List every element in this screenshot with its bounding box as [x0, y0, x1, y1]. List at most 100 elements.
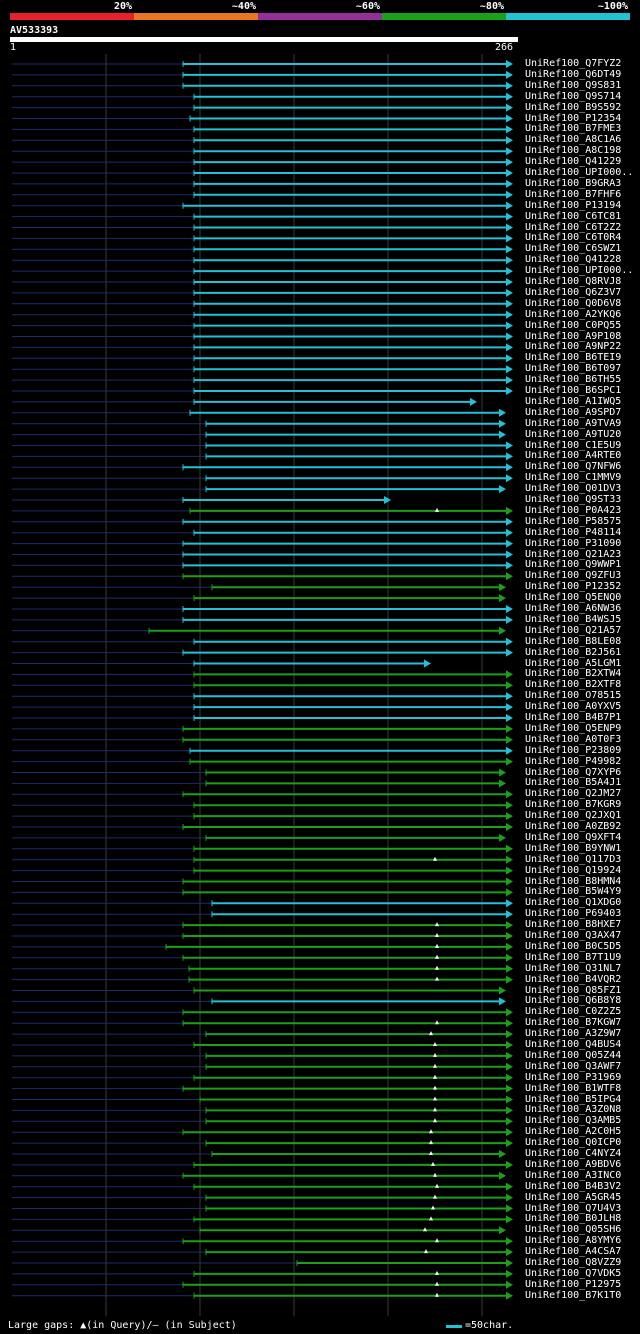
hit-label[interactable]: UniRef100_A9TVA9 [525, 417, 622, 429]
hit-label[interactable]: UniRef100_Q5ENP9 [525, 722, 622, 734]
hit-label[interactable]: UniRef100_C6T2Z2 [525, 221, 622, 233]
hit-label[interactable]: UniRef100_A9TU20 [525, 428, 622, 440]
hit-label[interactable]: UniRef100_Q7VDK5 [525, 1267, 622, 1279]
hit-label[interactable]: UniRef100_Q05SH6 [525, 1224, 622, 1236]
hit-label[interactable]: UniRef100_B4B7P1 [525, 712, 622, 723]
hit-label[interactable]: UniRef100_A9P108 [525, 330, 622, 342]
hit-label[interactable]: UniRef100_B9YNW1 [525, 842, 622, 854]
hit-label[interactable]: UniRef100_Q3AWF7 [525, 1060, 622, 1072]
hit-label[interactable]: UniRef100_A0YXV5 [525, 701, 622, 713]
hit-label[interactable]: UniRef100_A5GR45 [525, 1191, 622, 1203]
hit-label[interactable]: UniRef100_P23809 [525, 744, 622, 756]
hit-label[interactable]: UniRef100_B5A4J1 [525, 777, 622, 789]
hit-label[interactable]: UniRef100_B2XTF8 [525, 679, 622, 691]
hit-label[interactable]: UniRef100_A6NW36 [525, 603, 622, 614]
hit-label[interactable]: UniRef100_B8LE08 [525, 635, 622, 647]
hit-label[interactable]: UniRef100_B4WSJ5 [525, 613, 622, 625]
hit-label[interactable]: UniRef100_Q9ZFU3 [525, 570, 622, 582]
hit-label[interactable]: UniRef100_A4CSA7 [525, 1246, 622, 1258]
hit-label[interactable]: UniRef100_A8C1A6 [525, 134, 622, 146]
hit-label[interactable]: UniRef100_Q21A23 [525, 548, 622, 560]
hit-label[interactable]: UniRef100_Q117D3 [525, 853, 622, 865]
hit-label[interactable]: UniRef100_Q41229 [525, 156, 622, 168]
hit-label[interactable]: UniRef100_B6T097 [525, 363, 622, 375]
hit-label[interactable]: UniRef100_A4RTE0 [525, 450, 622, 462]
hit-label[interactable]: UniRef100_B6TEI9 [525, 352, 622, 364]
hit-label[interactable]: UniRef100_Q0D6V8 [525, 297, 622, 309]
hit-label[interactable]: UniRef100_Q6B8Y8 [525, 995, 622, 1007]
hit-label[interactable]: UniRef100_A5LGM1 [525, 657, 622, 669]
hit-label[interactable]: UniRef100_A1IWQ5 [525, 395, 622, 407]
hit-label[interactable]: UniRef100_B8HXE7 [525, 919, 622, 931]
hit-label[interactable]: UniRef100_A9SPD7 [525, 406, 622, 418]
hit-label[interactable]: UniRef100_P12352 [525, 581, 622, 593]
hit-label[interactable]: UniRef100_UPI000.. [525, 265, 634, 277]
hit-label[interactable]: UniRef100_A8YMY6 [525, 1235, 622, 1247]
hit-label[interactable]: UniRef100_Q7NFW6 [525, 461, 622, 473]
hit-label[interactable]: UniRef100_B0JLH8 [525, 1213, 622, 1225]
hit-label[interactable]: UniRef100_B7KGR9 [525, 799, 622, 811]
hit-label[interactable]: UniRef100_B7FHF6 [525, 188, 622, 200]
hit-label[interactable]: UniRef100_O78515 [525, 690, 622, 702]
hit-label[interactable]: UniRef100_A3Z0N8 [525, 1104, 622, 1116]
hit-label[interactable]: UniRef100_Q01DV3 [525, 483, 622, 495]
hit-label[interactable]: UniRef100_B4VQR2 [525, 973, 622, 985]
hit-label[interactable]: UniRef100_A0T0F3 [525, 733, 622, 745]
hit-label[interactable]: UniRef100_A9NP22 [525, 341, 622, 353]
hit-label[interactable]: UniRef100_C0Z2Z5 [525, 1006, 622, 1018]
hit-label[interactable]: UniRef100_A2YKQ6 [525, 308, 622, 320]
hit-label[interactable]: UniRef100_Q8RVJ8 [525, 276, 622, 287]
hit-label[interactable]: UniRef100_A3INC0 [525, 1169, 622, 1181]
hit-label[interactable]: UniRef100_Q41228 [525, 254, 622, 266]
hit-label[interactable]: UniRef100_Q9S831 [525, 79, 622, 91]
hit-label[interactable]: UniRef100_UPI000.. [525, 167, 634, 178]
hit-label[interactable]: UniRef100_P69403 [525, 908, 622, 920]
hit-label[interactable]: UniRef100_Q9WWP1 [525, 559, 622, 571]
hit-label[interactable]: UniRef100_B9GRA3 [525, 177, 622, 189]
hit-label[interactable]: UniRef100_Q2JM27 [525, 788, 622, 800]
hit-label[interactable]: UniRef100_B9S592 [525, 101, 622, 113]
hit-label[interactable]: UniRef100_Q7U4V3 [525, 1202, 622, 1214]
hit-label[interactable]: UniRef100_B4B3V2 [525, 1180, 622, 1192]
hit-label[interactable]: UniRef100_C1MMV9 [525, 472, 622, 484]
hit-label[interactable]: UniRef100_P31090 [525, 537, 622, 549]
hit-label[interactable]: UniRef100_P13194 [525, 199, 622, 211]
hit-label[interactable]: UniRef100_P0A423 [525, 504, 622, 516]
hit-label[interactable]: UniRef100_Q9XFT4 [525, 831, 622, 843]
hit-label[interactable]: UniRef100_Q2JXQ1 [525, 810, 622, 822]
hit-label[interactable]: UniRef100_B7K1T0 [525, 1289, 622, 1301]
hit-label[interactable]: UniRef100_B6TH55 [525, 374, 622, 386]
hit-label[interactable]: UniRef100_B0C5D5 [525, 940, 622, 952]
hit-label[interactable]: UniRef100_Q05Z44 [525, 1049, 622, 1061]
hit-label[interactable]: UniRef100_C1E5U9 [525, 439, 622, 451]
hit-label[interactable]: UniRef100_B7FME3 [525, 123, 622, 135]
hit-label[interactable]: UniRef100_A9BDV6 [525, 1158, 622, 1170]
hit-label[interactable]: UniRef100_Q3AX47 [525, 930, 622, 941]
hit-label[interactable]: UniRef100_A2C0H5 [525, 1126, 622, 1138]
hit-label[interactable]: UniRef100_C4NYZ4 [525, 1148, 622, 1159]
hit-label[interactable]: UniRef100_P48114 [525, 526, 622, 538]
hit-label[interactable]: UniRef100_P49982 [525, 755, 622, 767]
hit-label[interactable]: UniRef100_B7T1U9 [525, 951, 622, 963]
hit-label[interactable]: UniRef100_Q6DT49 [525, 68, 622, 80]
hit-label[interactable]: UniRef100_Q8VZZ9 [525, 1257, 622, 1268]
hit-label[interactable]: UniRef100_B5W4Y9 [525, 886, 622, 898]
hit-label[interactable]: UniRef100_B2J561 [525, 646, 622, 658]
hit-label[interactable]: UniRef100_Q21A57 [525, 624, 622, 636]
hit-label[interactable]: UniRef100_Q5ENQ0 [525, 592, 622, 604]
hit-label[interactable]: UniRef100_Q7XYP6 [525, 766, 622, 778]
hit-label[interactable]: UniRef100_B7KGW7 [525, 1017, 622, 1029]
hit-label[interactable]: UniRef100_Q85FZ1 [525, 984, 622, 996]
hit-label[interactable]: UniRef100_Q7FYZ2 [525, 58, 622, 69]
hit-label[interactable]: UniRef100_Q6Z3V7 [525, 286, 622, 298]
hit-label[interactable]: UniRef100_B2XTW4 [525, 668, 622, 680]
hit-label[interactable]: UniRef100_Q9ST33 [525, 494, 622, 505]
hit-label[interactable]: UniRef100_Q9S714 [525, 90, 622, 102]
hit-label[interactable]: UniRef100_A0ZB92 [525, 821, 622, 832]
hit-label[interactable]: UniRef100_C6TC81 [525, 210, 622, 222]
hit-label[interactable]: UniRef100_B6SPC1 [525, 385, 622, 396]
hit-label[interactable]: UniRef100_P12354 [525, 112, 622, 124]
hit-label[interactable]: UniRef100_Q31NL7 [525, 962, 622, 974]
hit-label[interactable]: UniRef100_C6SWZ1 [525, 243, 622, 255]
hit-label[interactable]: UniRef100_P31969 [525, 1071, 622, 1083]
